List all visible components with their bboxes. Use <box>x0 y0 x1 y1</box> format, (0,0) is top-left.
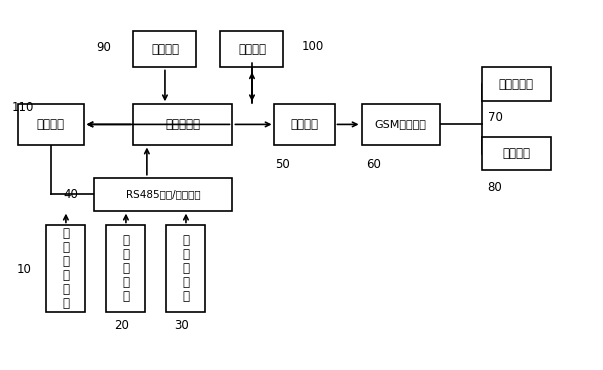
Text: 温
湿
度
传
感
器: 温 湿 度 传 感 器 <box>63 227 69 310</box>
Text: 80: 80 <box>488 181 502 195</box>
Text: 20: 20 <box>114 319 129 332</box>
Text: 70: 70 <box>488 111 502 124</box>
Bar <box>133 104 233 145</box>
Text: 智能除湿机: 智能除湿机 <box>499 77 534 91</box>
Bar <box>133 31 197 67</box>
Bar <box>274 104 335 145</box>
Bar <box>166 225 206 312</box>
Text: 40: 40 <box>63 188 78 201</box>
Bar <box>17 104 84 145</box>
Text: GSM无线模块: GSM无线模块 <box>374 120 426 130</box>
Text: 串口模块: 串口模块 <box>291 118 318 131</box>
Text: 视
频
监
控
器: 视 频 监 控 器 <box>183 234 189 303</box>
Text: RS485通信/控制模块: RS485通信/控制模块 <box>126 189 201 199</box>
Bar <box>482 137 551 170</box>
Text: 除湿风机: 除湿风机 <box>502 147 530 160</box>
Bar <box>221 31 283 67</box>
Text: 烟
雾
传
感
器: 烟 雾 传 感 器 <box>122 234 130 303</box>
Text: 30: 30 <box>174 319 189 332</box>
Text: 50: 50 <box>275 158 289 171</box>
Text: 100: 100 <box>302 40 324 53</box>
Text: 电源模块: 电源模块 <box>151 43 179 56</box>
Bar <box>46 225 86 312</box>
Bar <box>106 225 145 312</box>
Text: 60: 60 <box>366 158 381 171</box>
Text: 报警电路: 报警电路 <box>37 118 65 131</box>
Text: 存储模块: 存储模块 <box>238 43 266 56</box>
Bar <box>482 67 551 101</box>
Bar <box>95 178 233 211</box>
Text: 10: 10 <box>17 263 31 276</box>
Bar <box>362 104 440 145</box>
Text: 90: 90 <box>96 41 111 54</box>
Text: 110: 110 <box>11 101 34 114</box>
Text: 处理器模块: 处理器模块 <box>165 118 200 131</box>
